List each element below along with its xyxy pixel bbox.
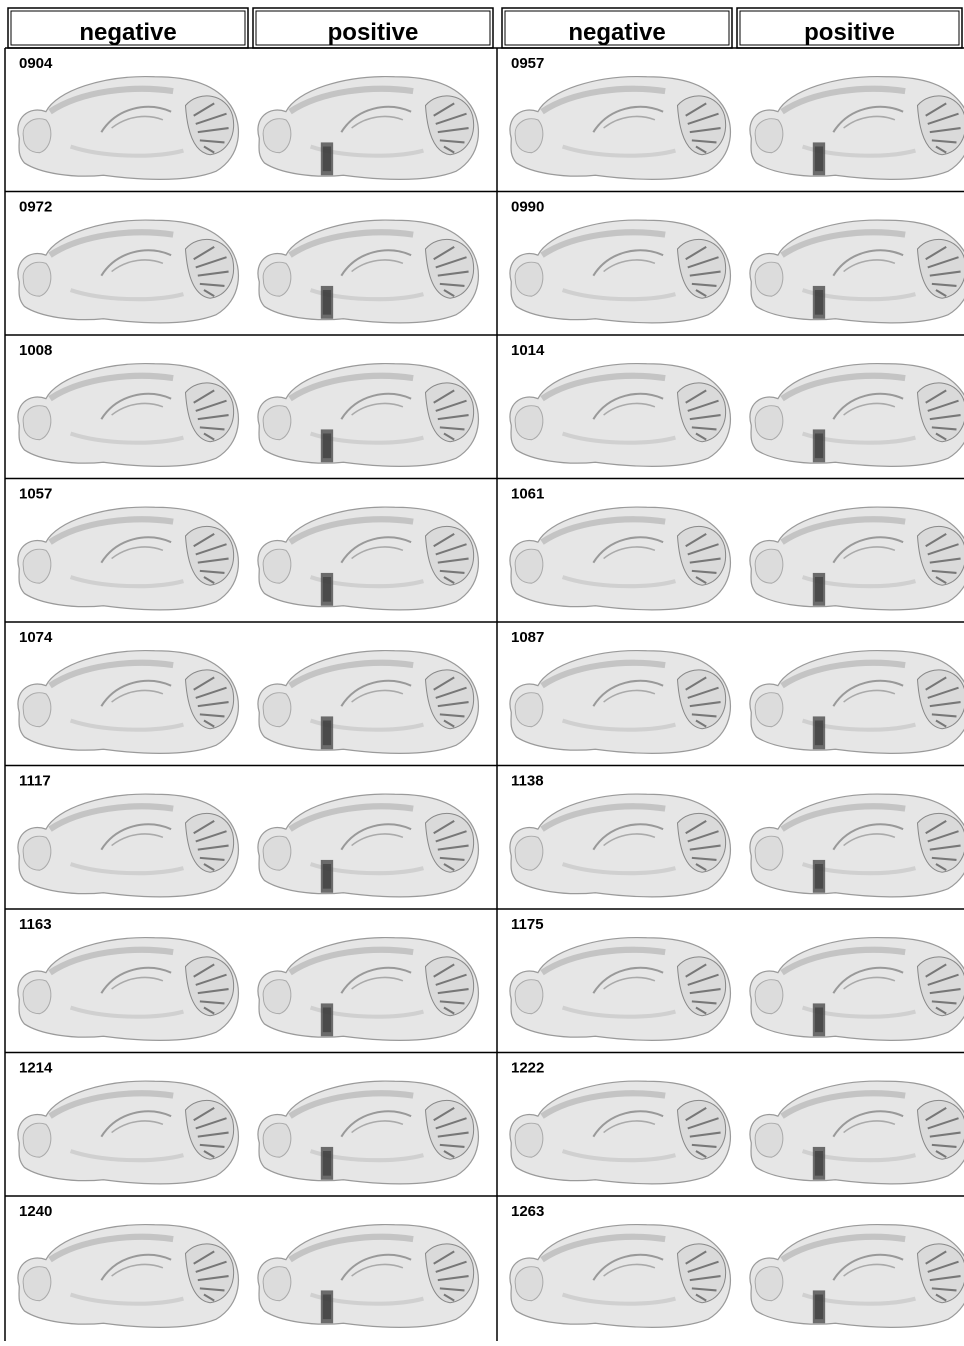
header-label: positive bbox=[328, 19, 419, 46]
positive-slice bbox=[750, 364, 964, 467]
negative-slice bbox=[18, 651, 239, 754]
sample-id: 1057 bbox=[19, 486, 52, 503]
sample-id: 1074 bbox=[19, 629, 53, 646]
panel-grid: 0904 0957 0972 0990 1008 1014 1057 1061 1074 1087… bbox=[5, 48, 964, 1341]
positive-slice bbox=[258, 364, 479, 467]
negative-slice bbox=[18, 77, 239, 180]
sample-id: 1138 bbox=[511, 773, 544, 790]
positive-slice bbox=[258, 77, 479, 180]
positive-slice bbox=[750, 1081, 964, 1184]
positive-slice bbox=[750, 794, 964, 897]
lesion bbox=[321, 1003, 333, 1036]
header-label: negative bbox=[79, 19, 176, 46]
lesion bbox=[813, 573, 825, 606]
negative-slice bbox=[18, 507, 239, 610]
sample-id: 1214 bbox=[19, 1060, 53, 1077]
lesion bbox=[813, 286, 825, 319]
sample-id: 0990 bbox=[511, 199, 544, 216]
negative-slice bbox=[510, 364, 731, 467]
lesion bbox=[813, 860, 825, 893]
negative-slice bbox=[18, 1225, 239, 1328]
lesion bbox=[813, 142, 825, 175]
negative-slice bbox=[510, 507, 731, 610]
positive-slice bbox=[258, 1225, 479, 1328]
positive-slice bbox=[258, 220, 479, 323]
lesion bbox=[321, 1147, 333, 1180]
negative-slice bbox=[510, 938, 731, 1041]
sample-id: 0904 bbox=[19, 55, 53, 72]
header: negative positive negative positive bbox=[8, 8, 962, 48]
negative-slice bbox=[510, 1081, 731, 1184]
positive-slice bbox=[750, 651, 964, 754]
lesion bbox=[813, 429, 825, 462]
figure: negative positive negative positive 0904 095… bbox=[0, 0, 964, 1341]
lesion bbox=[321, 573, 333, 606]
negative-slice bbox=[510, 794, 731, 897]
lesion bbox=[321, 716, 333, 749]
positive-slice bbox=[750, 938, 964, 1041]
lesion bbox=[813, 716, 825, 749]
negative-slice bbox=[510, 651, 731, 754]
lesion bbox=[813, 1147, 825, 1180]
lesion bbox=[321, 142, 333, 175]
lesion bbox=[813, 1003, 825, 1036]
sample-id: 1263 bbox=[511, 1203, 544, 1220]
positive-slice bbox=[750, 1225, 964, 1328]
sample-id: 0957 bbox=[511, 55, 544, 72]
sample-id: 1163 bbox=[19, 916, 52, 933]
negative-slice bbox=[18, 794, 239, 897]
negative-slice bbox=[510, 220, 731, 323]
header-label: negative bbox=[568, 19, 665, 46]
negative-slice bbox=[18, 1081, 239, 1184]
lesion bbox=[321, 429, 333, 462]
sample-id: 1117 bbox=[19, 773, 51, 790]
negative-slice bbox=[510, 1225, 731, 1328]
sample-id: 1240 bbox=[19, 1203, 52, 1220]
lesion bbox=[321, 860, 333, 893]
negative-slice bbox=[18, 220, 239, 323]
sample-id: 1061 bbox=[511, 486, 544, 503]
positive-slice bbox=[258, 507, 479, 610]
positive-slice bbox=[258, 651, 479, 754]
sample-id: 1175 bbox=[511, 916, 544, 933]
positive-slice bbox=[258, 938, 479, 1041]
positive-slice bbox=[750, 77, 964, 180]
positive-slice bbox=[258, 794, 479, 897]
sample-id: 1087 bbox=[511, 629, 544, 646]
header-label: positive bbox=[804, 19, 895, 46]
negative-slice bbox=[510, 77, 731, 180]
positive-slice bbox=[750, 507, 964, 610]
negative-slice bbox=[18, 938, 239, 1041]
lesion bbox=[321, 1290, 333, 1323]
sample-id: 1014 bbox=[511, 342, 545, 359]
negative-slice bbox=[18, 364, 239, 467]
lesion bbox=[321, 286, 333, 319]
sample-id: 1222 bbox=[511, 1060, 544, 1077]
lesion bbox=[813, 1290, 825, 1323]
positive-slice bbox=[258, 1081, 479, 1184]
positive-slice bbox=[750, 220, 964, 323]
sample-id: 1008 bbox=[19, 342, 52, 359]
sample-id: 0972 bbox=[19, 199, 52, 216]
